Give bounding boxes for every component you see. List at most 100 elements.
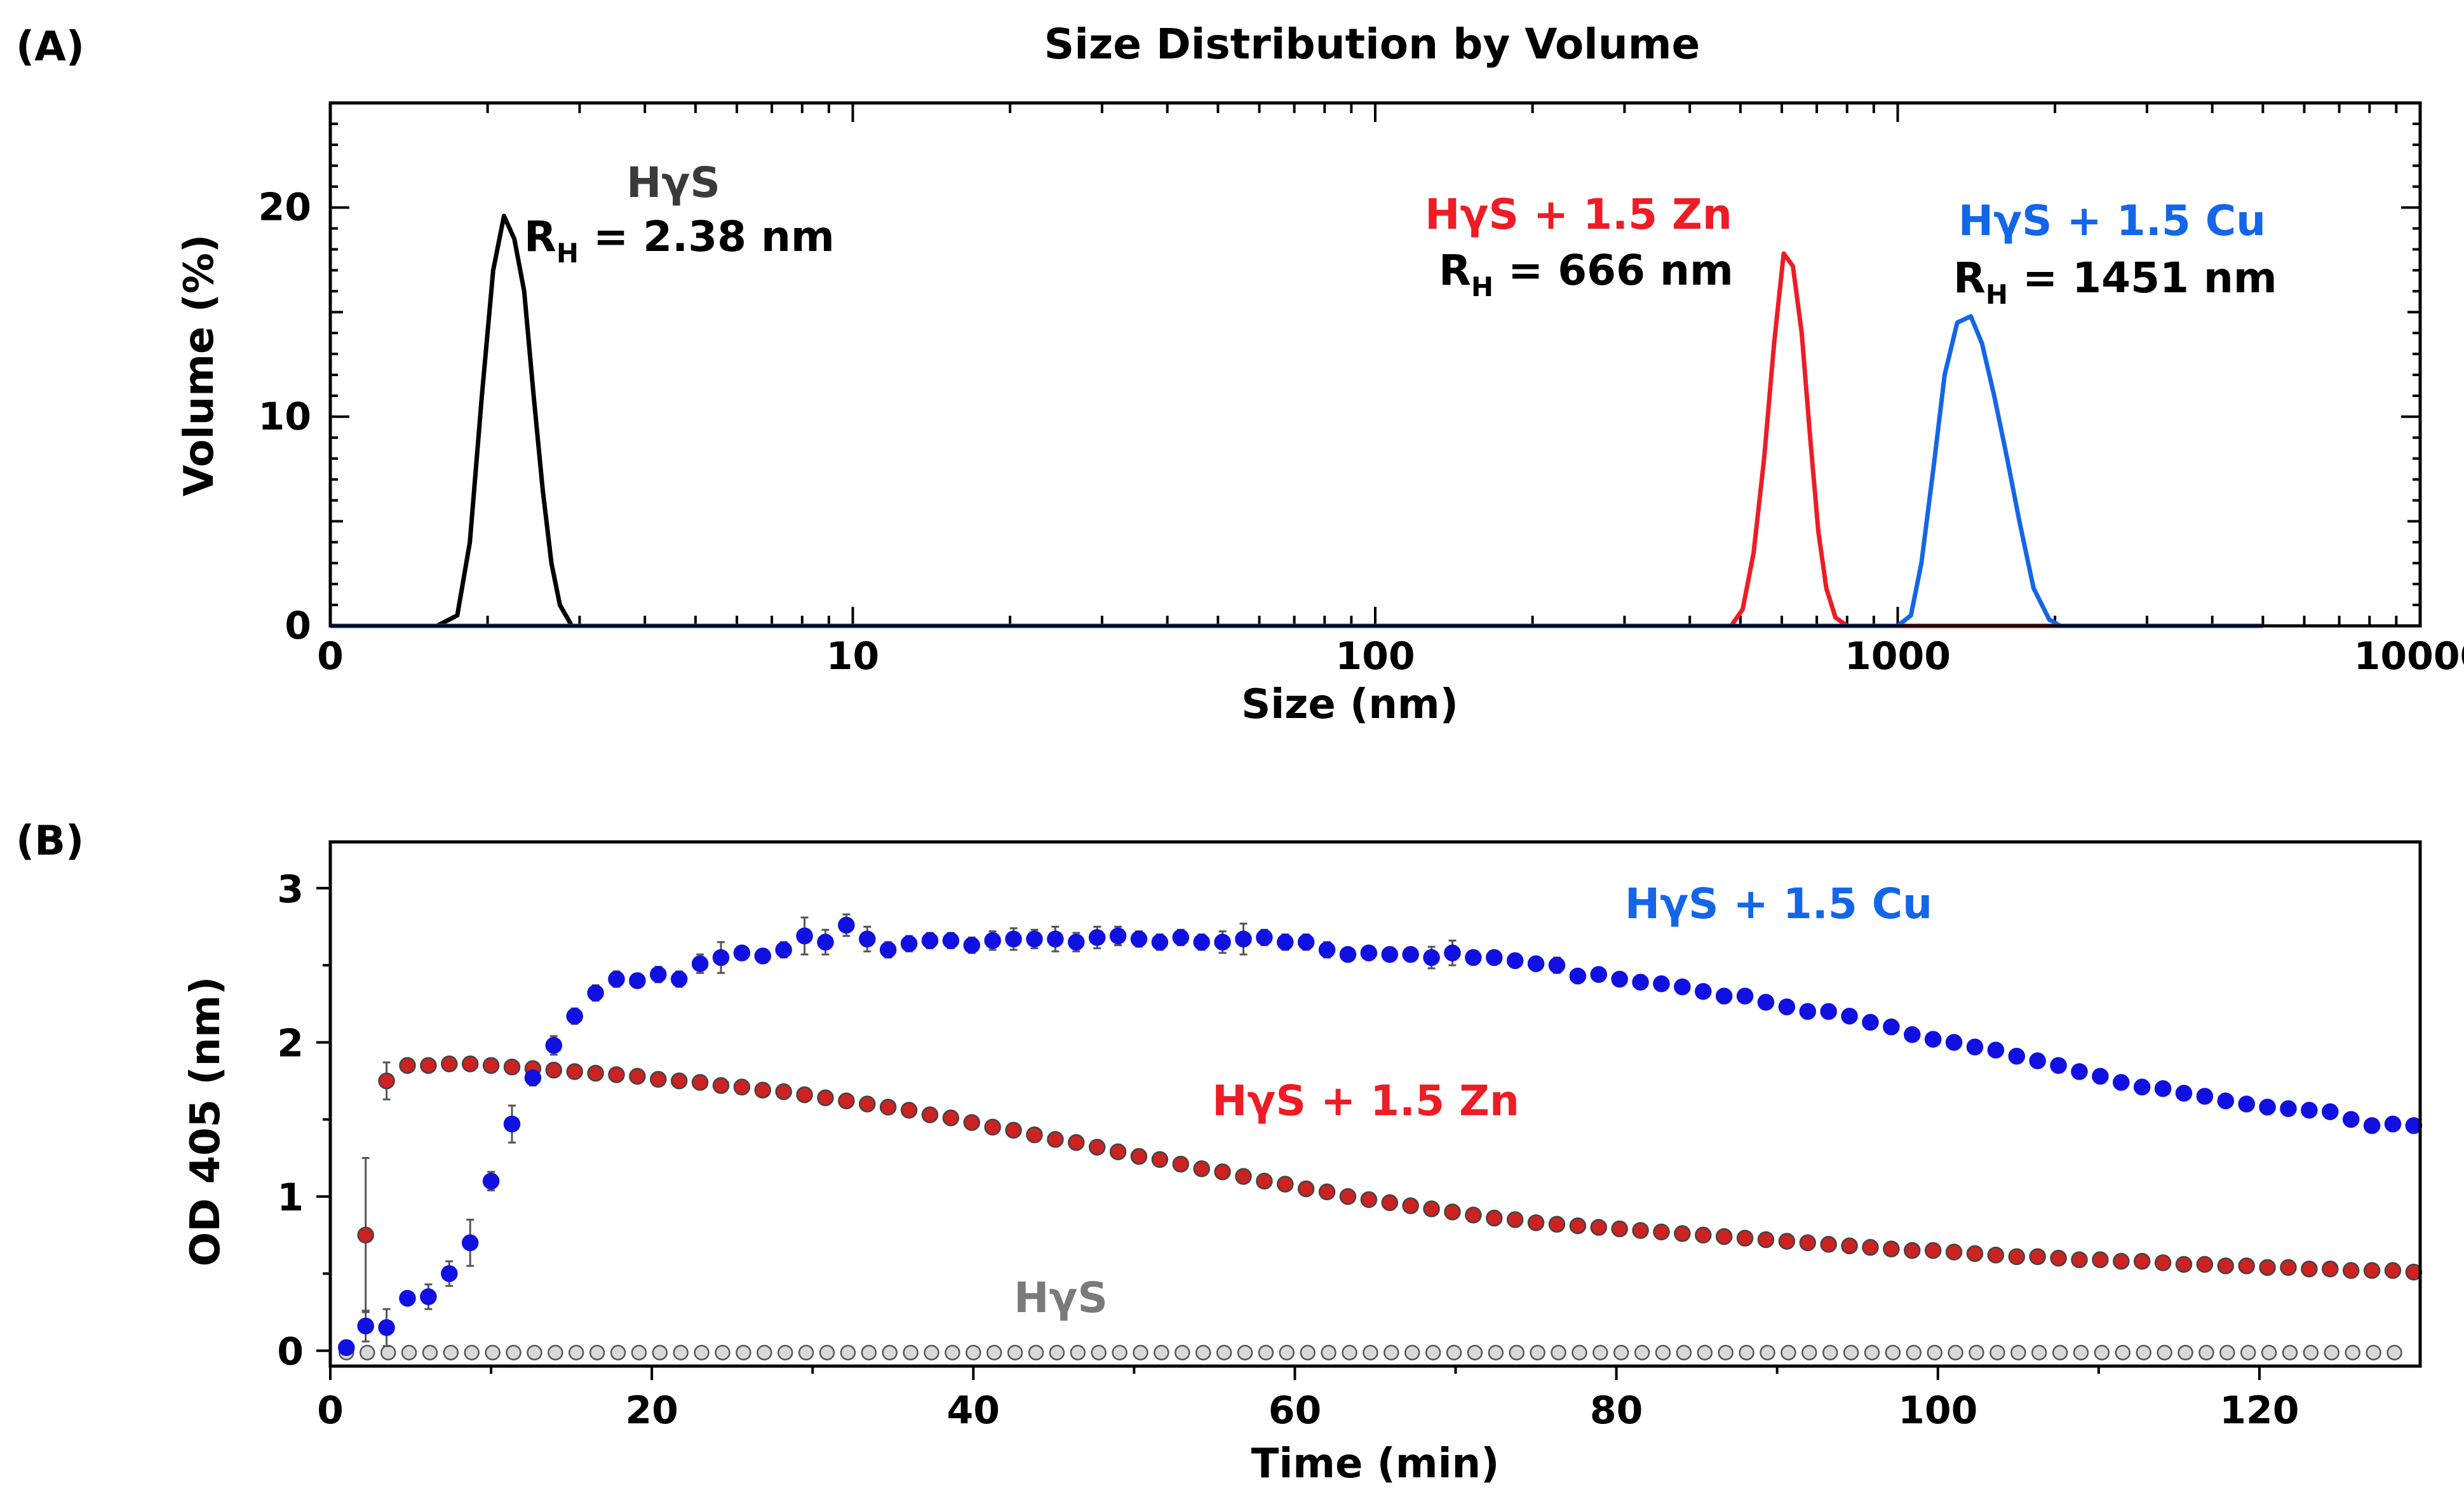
data-point	[1820, 1003, 1837, 1020]
data-point	[1404, 1345, 1420, 1360]
y-tick-label: 3	[277, 867, 304, 912]
data-point	[1527, 1214, 1545, 1231]
data-point	[1444, 944, 1461, 961]
data-point	[1047, 1131, 1064, 1148]
data-point	[587, 1064, 604, 1082]
data-point	[608, 1066, 625, 1083]
data-point	[1070, 1345, 1086, 1360]
data-point	[1569, 1217, 1587, 1235]
data-point	[903, 1345, 919, 1360]
data-point	[1778, 998, 1796, 1015]
data-point	[1987, 1247, 2005, 1264]
data-point	[482, 1172, 500, 1190]
data-point	[1193, 933, 1210, 951]
data-point	[1966, 1245, 1984, 1263]
annot-zn-label-a: HγS + 1.5 Zn	[1425, 190, 1732, 239]
data-point	[1297, 1180, 1315, 1198]
data-point	[2010, 1345, 2026, 1360]
data-point	[1235, 1168, 1252, 1185]
data-point	[1736, 987, 1754, 1005]
data-point	[464, 1345, 480, 1360]
data-point	[652, 1345, 668, 1360]
data-point	[1444, 1203, 1461, 1221]
data-point	[1527, 955, 1545, 972]
data-point	[1091, 1345, 1107, 1360]
data-point	[566, 1063, 583, 1080]
data-point	[1697, 1345, 1713, 1360]
annot-hys-rh-sub: H	[556, 238, 579, 269]
data-point	[650, 966, 667, 983]
data-point	[1945, 1034, 1963, 1051]
panel-a-xlabel: Size (nm)	[1241, 681, 1458, 728]
data-point	[1924, 1031, 1942, 1048]
data-point	[461, 1055, 479, 1073]
data-point	[733, 944, 751, 961]
data-point	[1655, 1345, 1671, 1360]
panel-b-frame	[328, 840, 2422, 1368]
data-point	[443, 1345, 459, 1360]
data-point	[1695, 983, 1712, 1000]
data-point	[1715, 1228, 1733, 1245]
data-point	[796, 1086, 813, 1104]
data-point	[2029, 1052, 2046, 1069]
data-point	[1112, 1345, 1128, 1360]
data-point	[1047, 930, 1064, 948]
data-point	[589, 1345, 605, 1360]
data-point	[1569, 967, 1587, 985]
y-tick-label: 20	[259, 186, 312, 230]
data-point	[1402, 945, 1419, 963]
data-point	[1465, 1206, 1482, 1224]
data-point	[2219, 1345, 2235, 1360]
data-point	[2217, 1092, 2235, 1109]
data-point	[1154, 1345, 1169, 1360]
y-tick-label: 1	[277, 1175, 304, 1220]
annot-hys-label-b: HγS	[1014, 1273, 1108, 1322]
data-point	[817, 933, 834, 951]
series-line	[330, 213, 2263, 628]
data-point	[819, 1345, 835, 1360]
data-point	[1674, 978, 1691, 996]
panel-a-frame	[328, 101, 2422, 628]
data-point	[1572, 1345, 1587, 1360]
data-point	[775, 941, 792, 959]
data-point	[691, 955, 709, 972]
data-point	[1130, 1148, 1148, 1165]
data-point	[420, 1288, 437, 1306]
data-point	[1945, 1243, 1963, 1261]
data-point	[1258, 1345, 1274, 1360]
data-point	[712, 1077, 730, 1094]
data-point	[399, 1289, 416, 1307]
data-point	[1634, 1345, 1650, 1360]
data-point	[482, 1057, 500, 1074]
data-point	[2240, 1345, 2256, 1360]
data-point	[921, 1106, 939, 1123]
data-point	[1026, 1126, 1043, 1144]
data-point	[1904, 1026, 1921, 1043]
y-tick-label: 2	[277, 1021, 304, 1066]
data-point	[2280, 1259, 2297, 1276]
panel-a-chart: Size Distribution by Volume 0 10 100 1000 10…	[176, 20, 2464, 728]
data-point	[2363, 1262, 2381, 1279]
data-point	[631, 1345, 647, 1360]
data-point	[1592, 1345, 1608, 1360]
data-point	[527, 1345, 542, 1360]
data-point	[1256, 1172, 1273, 1190]
data-point	[378, 1319, 395, 1336]
data-point	[1715, 987, 1733, 1005]
data-point	[1109, 927, 1127, 945]
panel-b-chart: 0 20 40 60 80 100 120 0 1 2 3 Time (min) OD 405 (n…	[182, 840, 2423, 1487]
data-point	[838, 916, 855, 934]
data-point	[1465, 949, 1482, 966]
data-point	[1256, 929, 1273, 946]
data-point	[1883, 1018, 1900, 1036]
data-point	[1172, 929, 1190, 946]
data-point	[1969, 1345, 1984, 1360]
data-point	[420, 1057, 437, 1074]
data-point	[2324, 1345, 2340, 1360]
data-point	[357, 1317, 374, 1335]
data-point	[838, 1092, 855, 1109]
data-point	[1088, 1139, 1106, 1156]
data-point	[798, 1345, 814, 1360]
